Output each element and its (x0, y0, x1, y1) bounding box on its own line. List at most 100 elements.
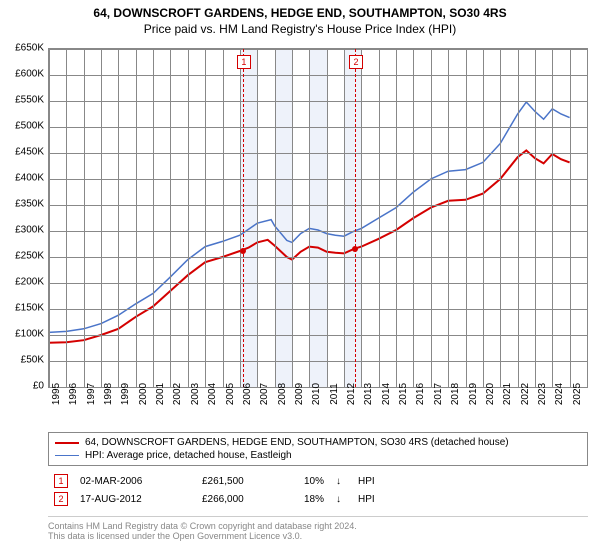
legend-swatch (55, 455, 79, 457)
grid-v (552, 49, 553, 387)
y-tick-label: £500K (4, 121, 44, 132)
y-tick-label: £650K (4, 43, 44, 54)
grid-v (84, 49, 85, 387)
grid-v (570, 49, 571, 387)
sale-price: £261,500 (202, 476, 272, 487)
sale-pct: 10% (284, 476, 324, 487)
x-tick-label: 2002 (172, 383, 183, 405)
x-tick-label: 2024 (554, 383, 565, 405)
y-tick-label: £300K (4, 225, 44, 236)
grid-h (49, 283, 587, 284)
grid-h (49, 335, 587, 336)
sale-date: 17-AUG-2012 (80, 494, 190, 505)
x-tick-label: 2009 (294, 383, 305, 405)
grid-v (101, 49, 102, 387)
sales-table: 102-MAR-2006£261,50010%↓HPI217-AUG-2012£… (48, 472, 588, 508)
grid-h (49, 127, 587, 128)
x-tick-label: 2014 (381, 383, 392, 405)
sale-pct: 18% (284, 494, 324, 505)
grid-v (500, 49, 501, 387)
x-tick-label: 1998 (103, 383, 114, 405)
sale-date: 02-MAR-2006 (80, 476, 190, 487)
legend-swatch (55, 442, 79, 444)
grid-v (535, 49, 536, 387)
grid-v (188, 49, 189, 387)
x-tick-label: 1999 (120, 383, 131, 405)
x-tick-label: 2018 (450, 383, 461, 405)
sale-suffix: HPI (358, 476, 375, 487)
grid-v (361, 49, 362, 387)
sale-marker-box: 1 (237, 55, 251, 69)
footer-attribution: Contains HM Land Registry data © Crown c… (48, 516, 588, 541)
x-tick-label: 2012 (346, 383, 357, 405)
legend-box: 64, DOWNSCROFT GARDENS, HEDGE END, SOUTH… (48, 432, 588, 466)
footer-line2: This data is licensed under the Open Gov… (48, 531, 588, 541)
x-tick-label: 2013 (363, 383, 374, 405)
down-arrow-icon: ↓ (336, 494, 346, 505)
x-tick-label: 2008 (277, 383, 288, 405)
y-tick-label: £50K (4, 355, 44, 366)
y-tick-label: £350K (4, 199, 44, 210)
title-line2: Price paid vs. HM Land Registry's House … (0, 22, 600, 36)
sale-row: 217-AUG-2012£266,00018%↓HPI (48, 490, 588, 508)
x-tick-label: 2007 (259, 383, 270, 405)
x-tick-label: 2023 (537, 383, 548, 405)
grid-h (49, 361, 587, 362)
title-line1: 64, DOWNSCROFT GARDENS, HEDGE END, SOUTH… (0, 6, 600, 20)
y-tick-label: £450K (4, 147, 44, 158)
grid-v (223, 49, 224, 387)
grid-h (49, 75, 587, 76)
x-tick-label: 2000 (138, 383, 149, 405)
y-tick-label: £250K (4, 251, 44, 262)
y-tick-label: £100K (4, 329, 44, 340)
x-tick-label: 2015 (398, 383, 409, 405)
grid-v (205, 49, 206, 387)
x-tick-label: 2005 (225, 383, 236, 405)
x-tick-label: 1995 (51, 383, 62, 405)
sale-suffix: HPI (358, 494, 375, 505)
y-tick-label: £550K (4, 95, 44, 106)
sale-marker-line (355, 49, 356, 387)
grid-v (170, 49, 171, 387)
grid-v (292, 49, 293, 387)
grid-v (66, 49, 67, 387)
legend-row: 64, DOWNSCROFT GARDENS, HEDGE END, SOUTH… (55, 436, 581, 449)
grid-h (49, 257, 587, 258)
grid-v (483, 49, 484, 387)
grid-v (49, 49, 50, 387)
y-tick-label: £600K (4, 69, 44, 80)
grid-h (49, 49, 587, 50)
grid-h (49, 179, 587, 180)
grid-v (240, 49, 241, 387)
grid-h (49, 309, 587, 310)
grid-h (49, 153, 587, 154)
grid-v (379, 49, 380, 387)
x-tick-label: 2006 (242, 383, 253, 405)
sale-row-marker: 2 (54, 492, 68, 506)
chart-lines (49, 49, 587, 387)
sale-marker-dot (352, 246, 358, 252)
x-tick-label: 1997 (86, 383, 97, 405)
grid-v (448, 49, 449, 387)
x-tick-label: 1996 (68, 383, 79, 405)
grid-v (153, 49, 154, 387)
grid-v (466, 49, 467, 387)
down-arrow-icon: ↓ (336, 476, 346, 487)
sale-marker-dot (240, 248, 246, 254)
x-tick-label: 2003 (190, 383, 201, 405)
grid-v (118, 49, 119, 387)
y-tick-label: £200K (4, 277, 44, 288)
y-tick-label: £150K (4, 303, 44, 314)
x-tick-label: 2021 (502, 383, 513, 405)
sale-row-marker: 1 (54, 474, 68, 488)
x-tick-label: 2004 (207, 383, 218, 405)
grid-h (49, 205, 587, 206)
x-tick-label: 2025 (572, 383, 583, 405)
legend-label: HPI: Average price, detached house, East… (85, 450, 292, 461)
grid-v (396, 49, 397, 387)
grid-v (413, 49, 414, 387)
x-tick-label: 2001 (155, 383, 166, 405)
footer-line1: Contains HM Land Registry data © Crown c… (48, 521, 588, 531)
sale-marker-line (243, 49, 244, 387)
y-tick-label: £0 (4, 381, 44, 392)
